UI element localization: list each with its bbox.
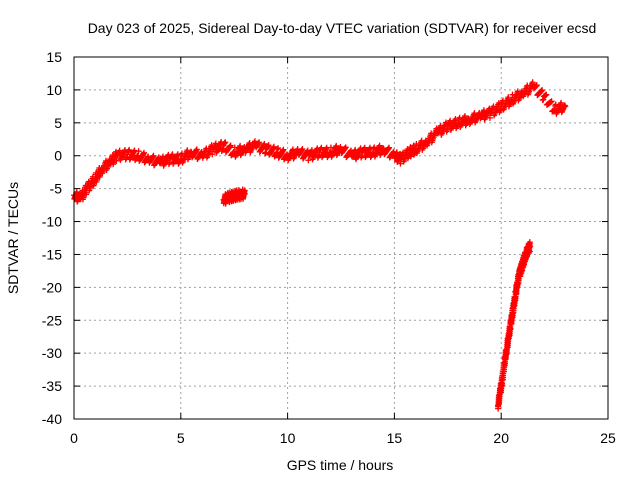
data-point-dense xyxy=(539,87,546,94)
x-axis-label: GPS time / hours xyxy=(287,457,394,473)
y-tick-label: -35 xyxy=(42,378,62,394)
data-point-dense xyxy=(265,142,272,149)
data-point-dense xyxy=(174,151,181,158)
axis-ticks: 0 5 10 15 20 25 -40 -35 -30 -25 -20 -15 -10 -5 0 5 10 15 xyxy=(42,49,616,446)
data-point-dense xyxy=(184,147,191,154)
data-point-dense xyxy=(548,98,555,105)
data-point-dense xyxy=(169,151,176,158)
data-point-dense xyxy=(209,151,216,158)
data-point-dense xyxy=(505,94,512,101)
y-tick-label: 0 xyxy=(54,148,62,164)
data-point-dense xyxy=(386,144,393,151)
grid xyxy=(74,57,608,419)
y-tick-label: 5 xyxy=(54,115,62,131)
data-point xyxy=(241,190,248,197)
data-point-dense xyxy=(558,99,565,106)
data-point-dense xyxy=(256,139,263,146)
data-point-dense xyxy=(113,157,120,164)
x-tick-label: 10 xyxy=(280,430,296,446)
data-point xyxy=(562,103,569,110)
data-point-dense xyxy=(543,91,550,98)
data-point-dense xyxy=(361,144,368,151)
y-tick-label: -15 xyxy=(42,246,62,262)
data-points xyxy=(71,79,569,412)
data-point-dense xyxy=(222,139,229,146)
y-tick-label: 15 xyxy=(46,49,62,65)
data-point-dense xyxy=(227,142,234,149)
y-tick-label: -25 xyxy=(42,312,62,328)
x-tick-label: 15 xyxy=(387,430,403,446)
data-point-dense xyxy=(533,82,540,89)
x-tick-label: 5 xyxy=(177,430,185,446)
data-point-dense xyxy=(299,145,306,152)
y-tick-label: -30 xyxy=(42,345,62,361)
data-point-dense xyxy=(462,113,469,120)
data-point-dense xyxy=(318,144,325,151)
data-point-dense xyxy=(261,140,268,147)
data-point-dense xyxy=(135,148,142,155)
y-tick-label: -40 xyxy=(42,411,62,427)
data-point-dense xyxy=(141,149,148,156)
data-point-dense xyxy=(237,142,244,149)
data-point-dense xyxy=(333,142,340,149)
data-point-dense xyxy=(507,326,514,333)
y-tick-label: -20 xyxy=(42,279,62,295)
y-tick-label: -5 xyxy=(50,181,63,197)
y-axis-label: SDTVAR / TECUs xyxy=(5,182,21,294)
data-point xyxy=(527,243,534,250)
data-point-dense xyxy=(150,152,157,159)
data-point-dense xyxy=(342,144,349,151)
data-point-dense xyxy=(280,146,287,153)
x-tick-label: 0 xyxy=(70,430,78,446)
x-tick-label: 25 xyxy=(600,430,616,446)
data-point-dense xyxy=(275,145,282,152)
plot-frame xyxy=(73,56,609,420)
data-point-dense xyxy=(376,142,383,149)
data-point-dense xyxy=(126,146,133,153)
y-tick-label: -10 xyxy=(42,214,62,230)
data-point-dense xyxy=(270,143,277,150)
x-tick-label: 20 xyxy=(493,430,509,446)
data-point-dense xyxy=(193,146,200,153)
chart-title: Day 023 of 2025, Sidereal Day-to-day VTE… xyxy=(88,20,597,36)
y-tick-label: 10 xyxy=(46,82,62,98)
